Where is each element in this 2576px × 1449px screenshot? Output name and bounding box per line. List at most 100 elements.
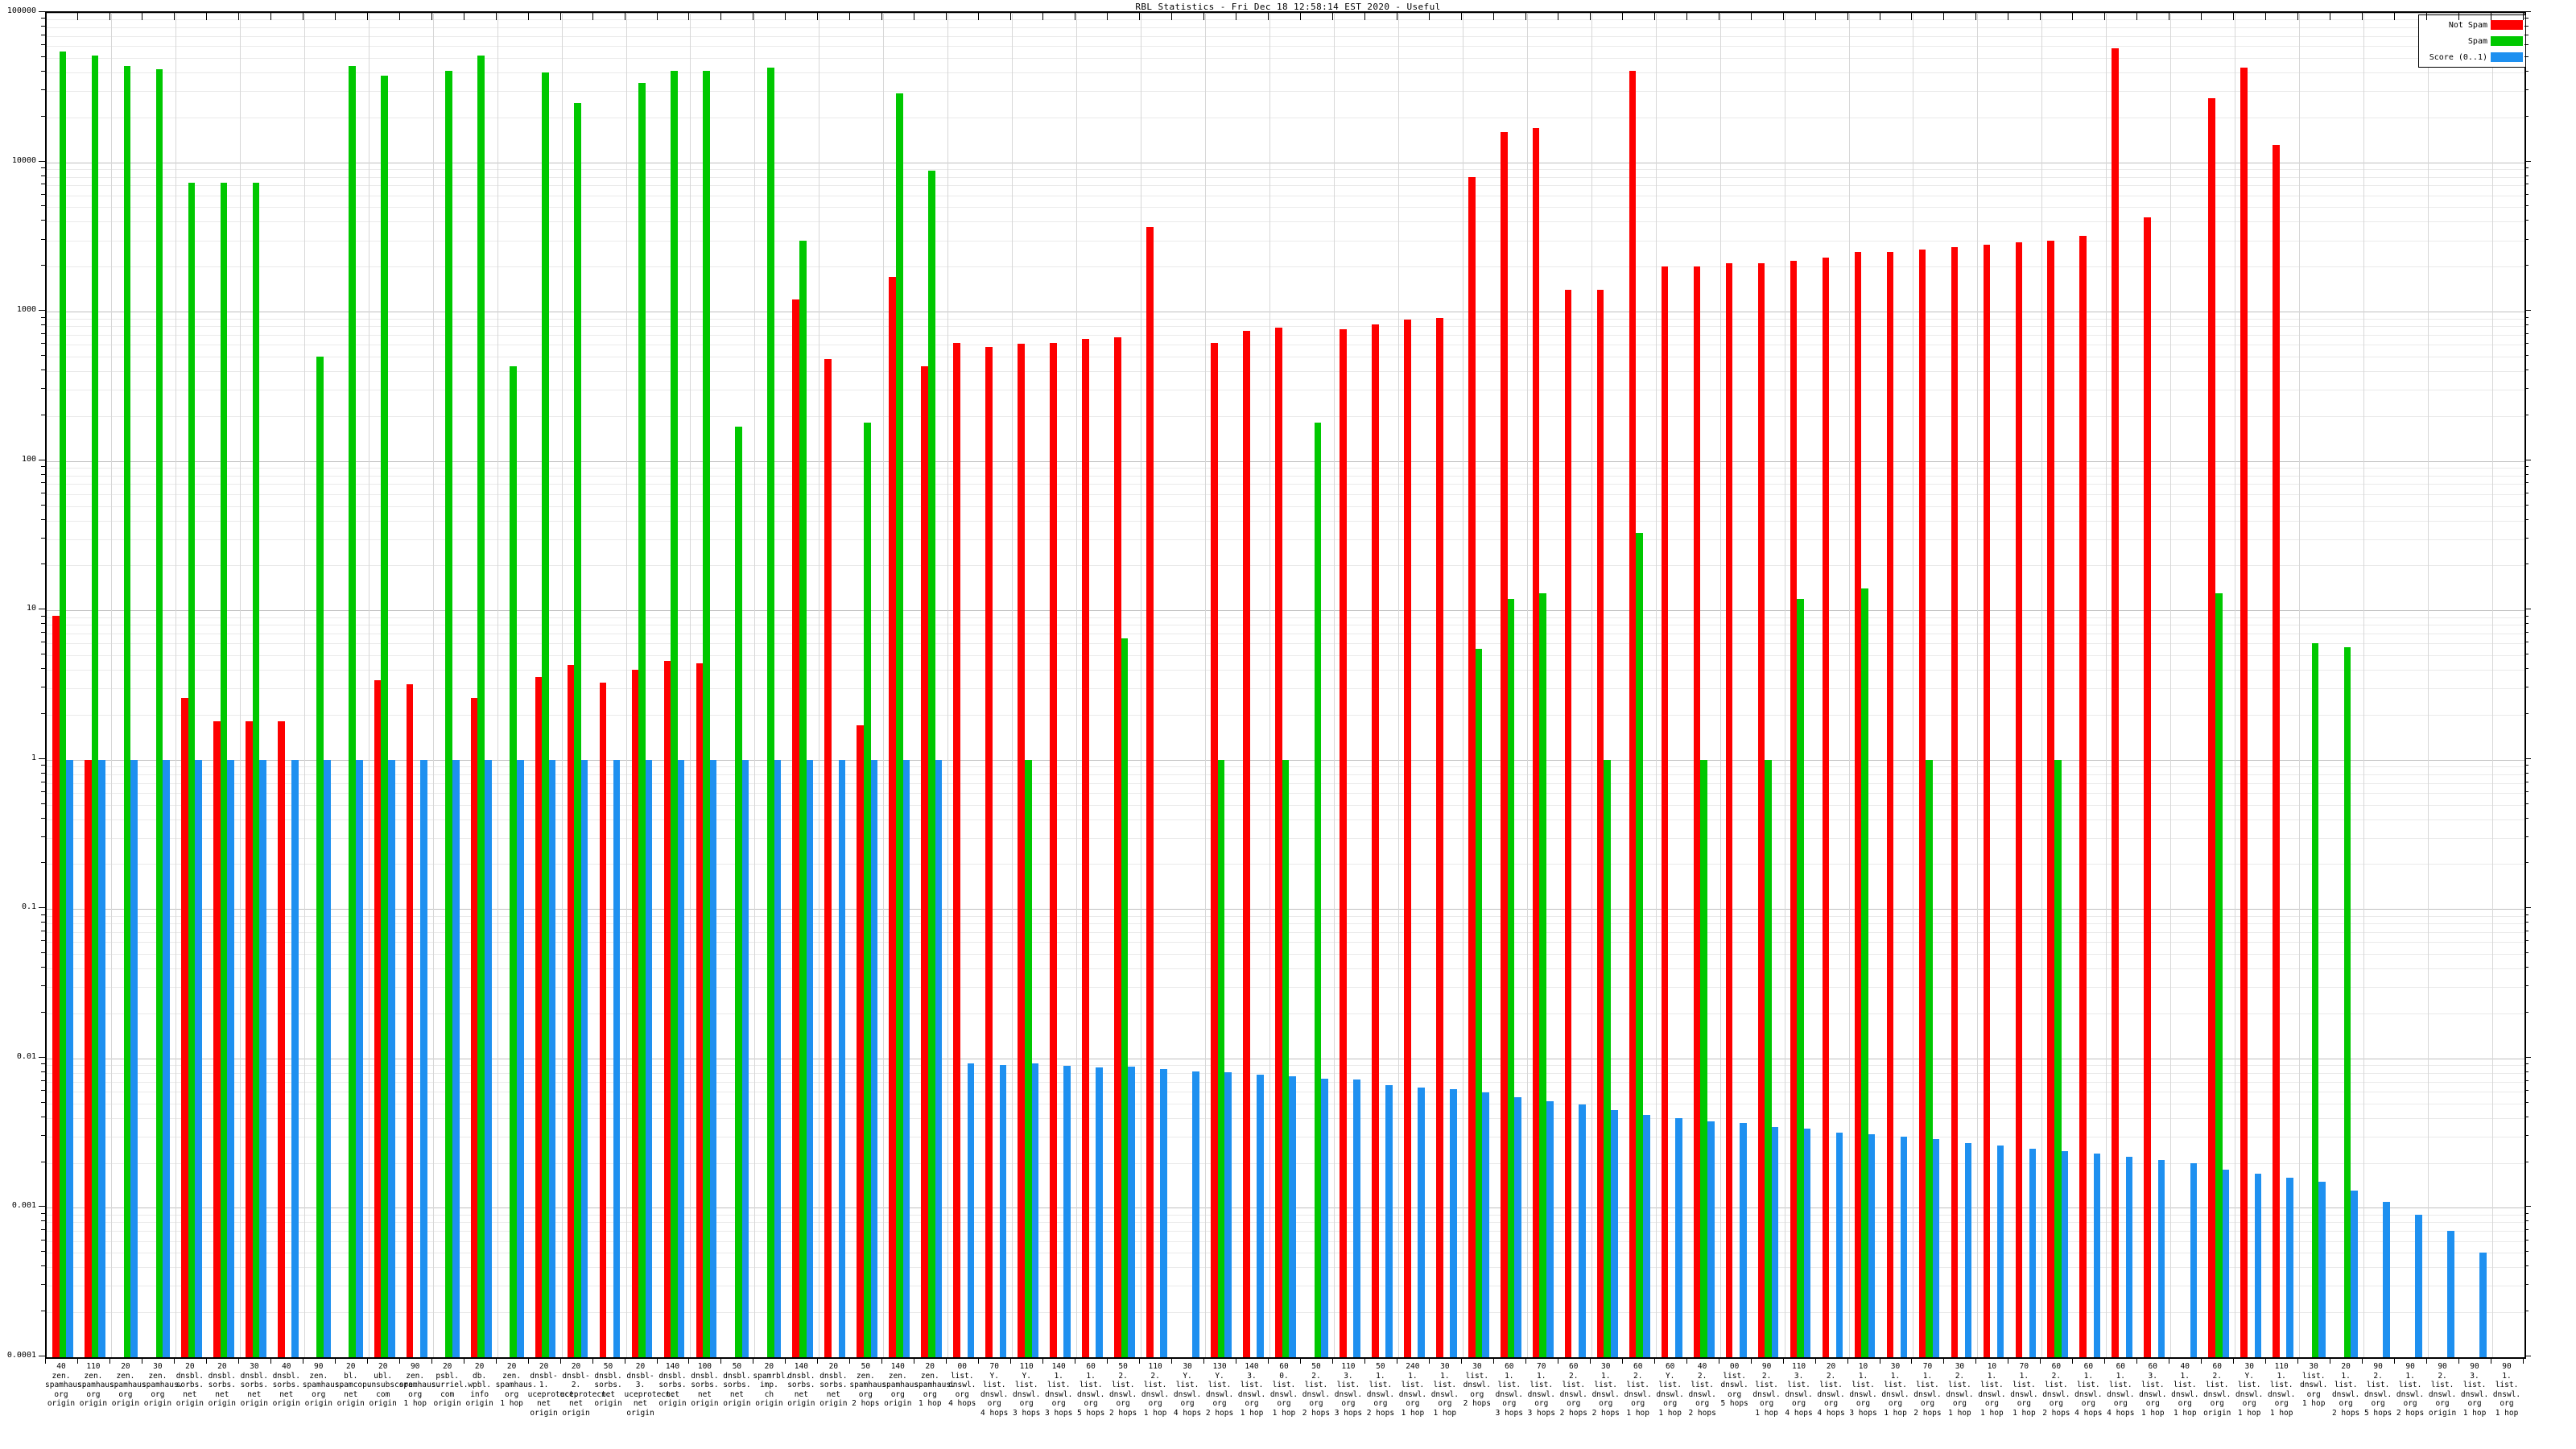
bar-sp[interactable]: [155, 68, 163, 1357]
bar-ns[interactable]: [2208, 97, 2215, 1357]
bar-sp[interactable]: [1217, 759, 1225, 1357]
bar-ns[interactable]: [85, 759, 92, 1357]
bar-sc[interactable]: [999, 1064, 1007, 1357]
bar-sc[interactable]: [1771, 1126, 1779, 1357]
bar-sp[interactable]: [220, 182, 228, 1357]
bar-ns[interactable]: [1500, 131, 1508, 1357]
bar-sp[interactable]: [1797, 598, 1804, 1357]
bar-sp[interactable]: [864, 423, 871, 1357]
bar-ns[interactable]: [2144, 217, 2151, 1357]
bar-sp[interactable]: [2343, 646, 2351, 1357]
bar-ns[interactable]: [2079, 236, 2087, 1357]
bar-ns[interactable]: [1693, 266, 1701, 1357]
bar-sc[interactable]: [1482, 1092, 1489, 1357]
bar-ns[interactable]: [599, 682, 607, 1357]
bar-ns[interactable]: [2273, 145, 2280, 1357]
bar-sc[interactable]: [548, 759, 556, 1357]
bar-sc[interactable]: [1031, 1063, 1039, 1357]
bar-sp[interactable]: [477, 55, 485, 1357]
bar-sc[interactable]: [1063, 1066, 1071, 1357]
bar-ns[interactable]: [406, 684, 414, 1357]
bar-sc[interactable]: [2029, 1148, 2037, 1357]
bar-ns[interactable]: [1114, 337, 1121, 1357]
bar-sp[interactable]: [896, 93, 903, 1357]
bar-sc[interactable]: [2254, 1173, 2262, 1357]
bar-sp[interactable]: [1475, 649, 1483, 1357]
bar-sc[interactable]: [2415, 1214, 2422, 1357]
bar-sp[interactable]: [1700, 759, 1707, 1357]
bar-ns[interactable]: [2240, 68, 2248, 1357]
bar-ns[interactable]: [277, 721, 285, 1357]
bar-sc[interactable]: [1224, 1071, 1232, 1357]
bar-ns[interactable]: [2015, 242, 2023, 1357]
bar-sc[interactable]: [1900, 1136, 1908, 1357]
bar-sp[interactable]: [349, 66, 357, 1357]
bar-sp[interactable]: [767, 68, 774, 1357]
bar-ns[interactable]: [985, 347, 993, 1357]
bar-sp[interactable]: [1282, 759, 1290, 1357]
bar-sc[interactable]: [645, 759, 653, 1357]
bar-ns[interactable]: [792, 299, 800, 1357]
bar-sc[interactable]: [1868, 1134, 1876, 1357]
bar-sp[interactable]: [735, 426, 742, 1357]
bar-ns[interactable]: [1018, 343, 1025, 1357]
bar-ns[interactable]: [1404, 320, 1411, 1357]
bar-sc[interactable]: [935, 759, 943, 1357]
bar-sc[interactable]: [741, 759, 749, 1357]
bar-ns[interactable]: [1340, 329, 1347, 1357]
bar-sc[interactable]: [130, 759, 138, 1357]
bar-ns[interactable]: [1243, 331, 1250, 1357]
bar-sc[interactable]: [774, 759, 782, 1357]
bar-sc[interactable]: [1128, 1067, 1136, 1357]
bar-sc[interactable]: [2318, 1181, 2326, 1357]
bar-sp[interactable]: [927, 170, 935, 1357]
bar-sp[interactable]: [542, 72, 549, 1357]
bar-sc[interactable]: [838, 759, 846, 1357]
bar-sc[interactable]: [2222, 1170, 2230, 1357]
bar-sc[interactable]: [1932, 1138, 1940, 1357]
bar-sp[interactable]: [2215, 593, 2223, 1357]
bar-sp[interactable]: [91, 55, 99, 1357]
bar-sp[interactable]: [445, 70, 452, 1357]
bar-sc[interactable]: [1611, 1110, 1618, 1357]
bar-ns[interactable]: [1725, 263, 1733, 1357]
bar-ns[interactable]: [696, 663, 704, 1357]
bar-sc[interactable]: [2286, 1177, 2294, 1357]
bar-ns[interactable]: [245, 721, 253, 1357]
bar-sc[interactable]: [388, 759, 395, 1357]
bar-sc[interactable]: [870, 759, 878, 1357]
bar-sp[interactable]: [1539, 593, 1547, 1357]
bar-sp[interactable]: [638, 82, 646, 1357]
bar-ns[interactable]: [1146, 226, 1154, 1357]
bar-sc[interactable]: [98, 759, 105, 1357]
bar-ns[interactable]: [1918, 250, 1926, 1357]
bar-sc[interactable]: [259, 759, 266, 1357]
bar-ns[interactable]: [824, 359, 832, 1357]
bar-ns[interactable]: [1757, 263, 1765, 1357]
bar-ns[interactable]: [52, 615, 60, 1357]
bar-sc[interactable]: [580, 759, 588, 1357]
bar-sc[interactable]: [1096, 1067, 1104, 1357]
bar-sc[interactable]: [2351, 1191, 2359, 1357]
bar-sc[interactable]: [1546, 1100, 1554, 1357]
bar-ns[interactable]: [1629, 70, 1637, 1357]
bar-sp[interactable]: [1024, 759, 1032, 1357]
bar-sc[interactable]: [484, 759, 492, 1357]
bar-sc[interactable]: [163, 759, 170, 1357]
bar-sc[interactable]: [1739, 1123, 1747, 1357]
bar-sc[interactable]: [1289, 1076, 1296, 1357]
bar-ns[interactable]: [2047, 240, 2055, 1357]
bar-ns[interactable]: [1564, 290, 1572, 1357]
bar-ns[interactable]: [1275, 328, 1282, 1357]
bar-sp[interactable]: [703, 70, 710, 1357]
bar-sp[interactable]: [59, 52, 67, 1357]
bar-sc[interactable]: [677, 759, 685, 1357]
bar-sc[interactable]: [1707, 1121, 1715, 1357]
bar-ns[interactable]: [1050, 342, 1057, 1357]
bar-sp[interactable]: [1604, 759, 1612, 1357]
bar-sc[interactable]: [1643, 1114, 1650, 1357]
bar-ns[interactable]: [1822, 258, 1830, 1357]
bar-ns[interactable]: [1790, 260, 1798, 1357]
bar-sp[interactable]: [1765, 759, 1772, 1357]
bar-sp[interactable]: [799, 240, 807, 1357]
